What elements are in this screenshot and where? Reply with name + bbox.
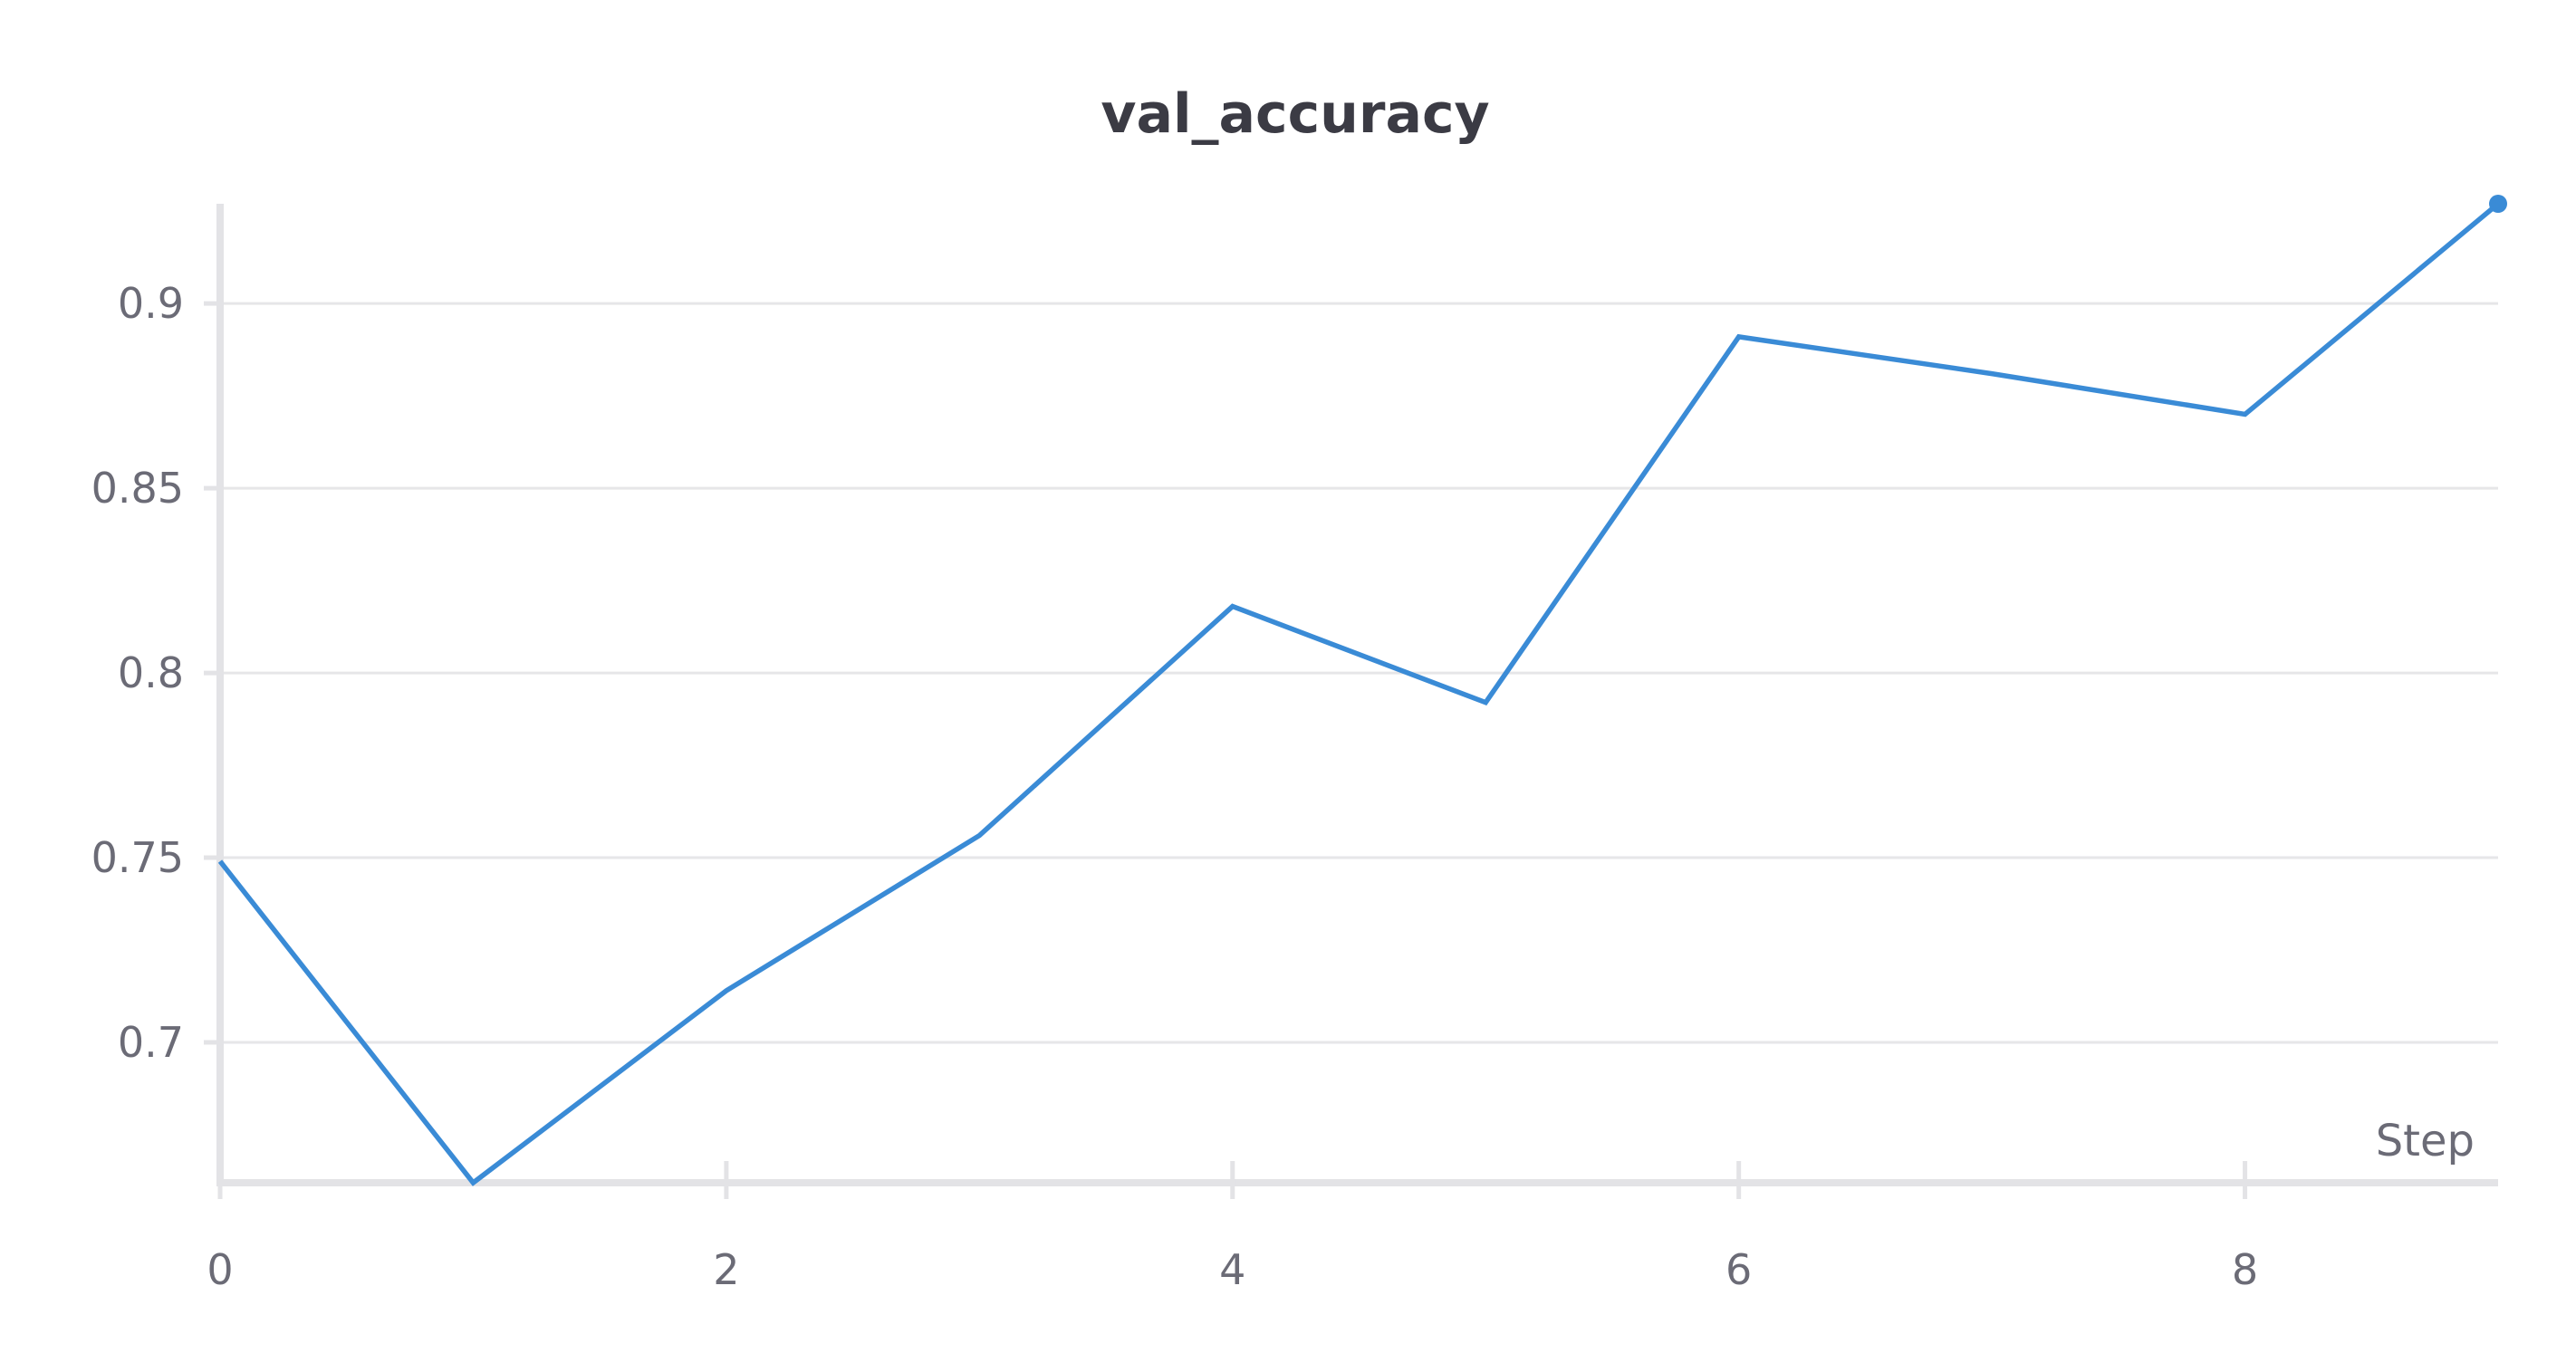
last-point-marker <box>2489 195 2507 213</box>
y-tick-label: 0.7 <box>118 1018 184 1067</box>
x-tick-label: 4 <box>1219 1245 1245 1294</box>
chart-title: val_accuracy <box>1101 82 1489 146</box>
x-tick-label: 0 <box>207 1245 233 1294</box>
y-tick-label: 0.75 <box>91 833 184 882</box>
axis-layer: 0.9 0.85 0.8 0.75 0.7 0 2 4 6 8 <box>91 204 2498 1294</box>
y-tick-label: 0.9 <box>118 279 184 328</box>
series-layer <box>217 195 2507 1186</box>
grid-layer <box>220 302 2498 1044</box>
y-tick-label: 0.85 <box>91 464 184 513</box>
x-axis-title: Step <box>2376 1116 2475 1166</box>
x-tick-label: 8 <box>2232 1245 2258 1294</box>
y-tick-label: 0.8 <box>118 648 184 697</box>
x-tick-label: 6 <box>1725 1245 1752 1294</box>
series-line <box>217 201 2500 1186</box>
x-tick-label: 2 <box>713 1245 739 1294</box>
